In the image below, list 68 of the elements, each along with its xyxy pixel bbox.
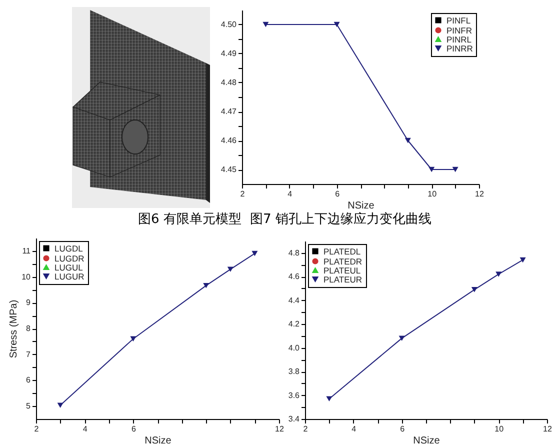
x-tick-label: 4 [352, 424, 357, 434]
y-tick-label: 4.8 [288, 248, 300, 258]
y-tick-label: 11 [22, 246, 32, 256]
point [452, 166, 458, 172]
point [398, 336, 405, 341]
legend-label: PINFR [446, 25, 472, 36]
legend-label: PINFL [446, 15, 471, 26]
legend-label: PLATEDL [324, 246, 361, 256]
point [326, 396, 332, 402]
point [404, 138, 411, 144]
legend-label: PLATEUR [324, 274, 362, 284]
x-axis-title: NSize [144, 436, 172, 446]
y-tick-label: 4.0 [288, 343, 300, 352]
legend-label: LUGDR [54, 253, 84, 264]
y-tick-label: 4.50 [220, 20, 238, 29]
x-tick-label: 2 [240, 190, 246, 198]
point [57, 402, 64, 408]
point [130, 336, 136, 342]
x-tick-label: 6 [131, 424, 136, 434]
y-tick-label: 10 [22, 272, 32, 282]
y-tick-label: 7 [26, 350, 32, 359]
y-tick-label: 4.6 [288, 272, 300, 282]
x-axis-title: NSize [413, 436, 440, 446]
y-tick-label: 4.46 [220, 136, 238, 145]
y-tick-label: 4.4 [288, 296, 300, 305]
y-tick-label: 9 [26, 298, 32, 308]
y-tick-label: 6 [26, 376, 32, 385]
legend-label: PLATEDR [324, 256, 362, 266]
y-tick-label: 3.8 [288, 367, 300, 376]
y-tick-label: 4.48 [220, 78, 238, 87]
y-tick-label: 3.6 [288, 390, 300, 400]
x-tick-label: 6 [400, 424, 406, 434]
caption: 图6 有限单元模型 [138, 212, 242, 227]
legend-label: LUGUR [54, 271, 84, 282]
point [262, 22, 269, 28]
y-tick-label: 4.47 [220, 107, 238, 116]
legend-label: PINRL [446, 34, 472, 44]
y-tick-label: 4.45 [220, 165, 238, 174]
x-tick-label: 12 [543, 424, 552, 434]
y-tick-label: 4.2 [288, 320, 300, 329]
y-tick-label: 3.4 [288, 414, 300, 424]
point [520, 257, 526, 263]
legend-label: LUGDL [54, 243, 84, 254]
x-axis-title: NSize [348, 200, 375, 212]
x-tick-label: 4 [82, 424, 88, 434]
x-tick-label: 2 [34, 424, 40, 434]
x-tick-label: 2 [303, 424, 308, 434]
x-tick-label: 6 [335, 190, 340, 198]
x-tick-label: 12 [475, 190, 484, 198]
point [334, 22, 340, 28]
point [252, 250, 258, 256]
caption: 图7 销孔上下边缘应力变化曲线 [250, 212, 432, 227]
y-tick-label: 4.49 [220, 49, 238, 58]
legend-label: PLATEUL [324, 265, 361, 276]
y-tick-label: 5 [26, 402, 32, 411]
x-tick-label: 10 [494, 424, 504, 434]
point [428, 166, 435, 172]
y-tick-label: 8 [26, 324, 32, 333]
x-tick-label: 12 [275, 424, 284, 434]
legend-label: PINRR [446, 43, 473, 54]
point [471, 287, 478, 292]
y-axis-title: Stress (MPa) [8, 300, 20, 358]
x-tick-label: 10 [428, 190, 438, 198]
legend-label: LUGUL [54, 262, 84, 272]
point [227, 266, 234, 272]
point [496, 272, 502, 277]
point [203, 282, 210, 288]
x-tick-label: 4 [288, 190, 293, 198]
